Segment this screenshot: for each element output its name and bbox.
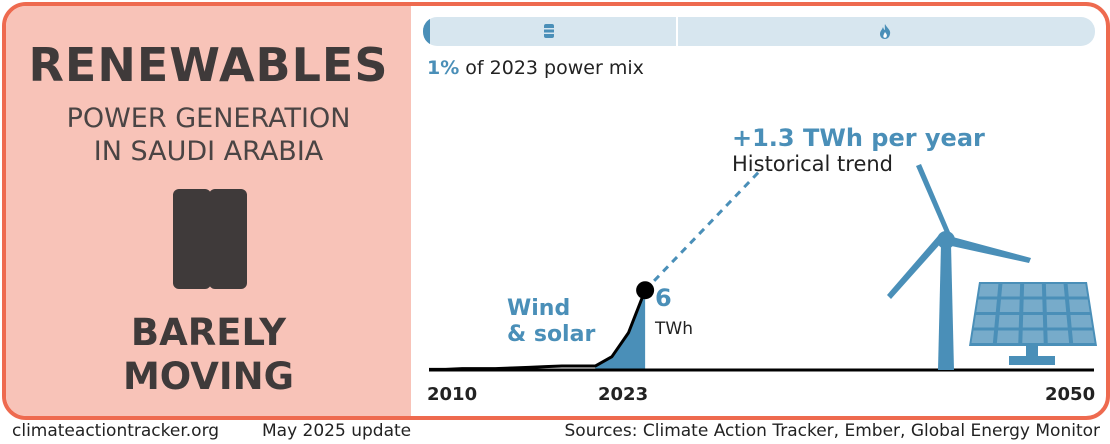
solar-cell [1023, 299, 1043, 312]
series-line [429, 289, 647, 371]
footer-site: climateactiontracker.org [12, 421, 220, 441]
pause-icon-bar-right [209, 189, 247, 289]
mix-divider [676, 17, 678, 46]
renewables-share-fill [423, 17, 430, 46]
status-label: BARELY MOVING [6, 311, 411, 399]
solar-cell [978, 284, 999, 297]
trend-caption: Historical trend [732, 152, 894, 176]
wind-turbine-blade-icon [947, 236, 1031, 263]
chart-panel: 1% of 2023 power mix +1.3 TWh per year H… [411, 6, 1106, 416]
series-label-line-1: Wind [507, 296, 571, 321]
power-mix-caption: 1% of 2023 power mix [427, 57, 644, 79]
series-area [595, 290, 646, 370]
mix-share-label: 1% [427, 57, 460, 79]
solar-cell [976, 299, 997, 312]
panel-title: RENEWABLES [28, 38, 389, 92]
mix-caption-text: of 2023 power mix [459, 57, 644, 79]
solar-cell [1071, 330, 1095, 343]
x-tick-label: 2023 [598, 384, 649, 405]
wind-turbine-hub-icon [937, 231, 955, 249]
chart-plot-area [429, 164, 1097, 372]
oil-barrel-icon [543, 23, 555, 43]
solar-cell [1067, 284, 1088, 297]
series-label: Wind & solar [507, 296, 595, 348]
panel-subtitle: POWER GENERATION IN SAUDI ARABIA [6, 102, 411, 168]
wind-turbine-blade-icon [887, 236, 942, 299]
solar-cell [1069, 299, 1090, 312]
solar-cell [1001, 284, 1021, 297]
solar-cell [998, 315, 1020, 328]
solar-cell [1045, 284, 1065, 297]
solar-cell [1046, 315, 1068, 328]
solar-cell [1022, 330, 1044, 343]
solar-cell [1046, 299, 1067, 312]
current-value-label: 6 [655, 284, 672, 312]
subtitle-line-2: IN SAUDI ARABIA [93, 136, 324, 167]
current-unit-label: TWh [655, 319, 693, 339]
solar-cell [1047, 330, 1070, 343]
status-line-2: MOVING [122, 355, 295, 398]
solar-cell [999, 299, 1020, 312]
footer-sources: Sources: Climate Action Tracker, Ember, … [564, 421, 1101, 441]
gas-flame-icon [878, 23, 892, 44]
solar-cell [1070, 315, 1093, 328]
pause-icon-bar-left [173, 189, 211, 289]
wind-turbine-tower-icon [938, 244, 954, 370]
trend-value-label: +1.3 TWh per year [732, 124, 985, 152]
solar-panel-base-icon [1009, 356, 1055, 365]
x-tick-label: 2050 [1045, 384, 1096, 405]
infographic-frame: RENEWABLES POWER GENERATION IN SAUDI ARA… [2, 2, 1110, 420]
solar-cell [1022, 315, 1044, 328]
solar-cell [971, 330, 995, 343]
wind-turbine-blade-icon [916, 164, 950, 235]
solar-panel-icon [969, 282, 1097, 346]
solar-cell [973, 315, 996, 328]
series-label-line-2: & solar [507, 322, 596, 347]
trend-line [644, 168, 763, 292]
footer-update: May 2025 update [262, 421, 412, 441]
subtitle-line-1: POWER GENERATION [66, 103, 351, 134]
solar-cell [996, 330, 1019, 343]
power-mix-bar [423, 17, 1095, 46]
status-line-1: BARELY [130, 311, 287, 354]
solar-panel-post-icon [1026, 346, 1038, 358]
summary-panel: RENEWABLES POWER GENERATION IN SAUDI ARA… [6, 6, 411, 416]
x-tick-label: 2010 [427, 384, 478, 405]
solar-cell [1023, 284, 1043, 297]
data-point [636, 281, 655, 300]
